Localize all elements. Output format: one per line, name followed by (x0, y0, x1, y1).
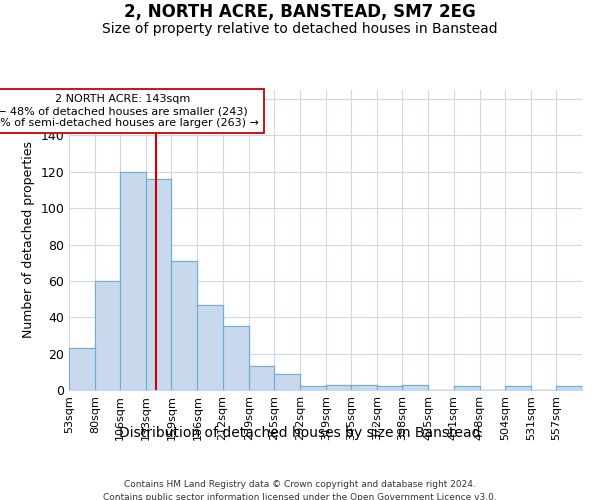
Text: Size of property relative to detached houses in Banstead: Size of property relative to detached ho… (102, 22, 498, 36)
Text: Contains HM Land Registry data © Crown copyright and database right 2024.
Contai: Contains HM Land Registry data © Crown c… (103, 480, 497, 500)
Y-axis label: Number of detached properties: Number of detached properties (22, 142, 35, 338)
Text: 2, NORTH ACRE, BANSTEAD, SM7 2EG: 2, NORTH ACRE, BANSTEAD, SM7 2EG (124, 4, 476, 22)
Text: 2 NORTH ACRE: 143sqm
← 48% of detached houses are smaller (243)
52% of semi-deta: 2 NORTH ACRE: 143sqm ← 48% of detached h… (0, 94, 259, 128)
Text: Distribution of detached houses by size in Banstead: Distribution of detached houses by size … (119, 426, 481, 440)
